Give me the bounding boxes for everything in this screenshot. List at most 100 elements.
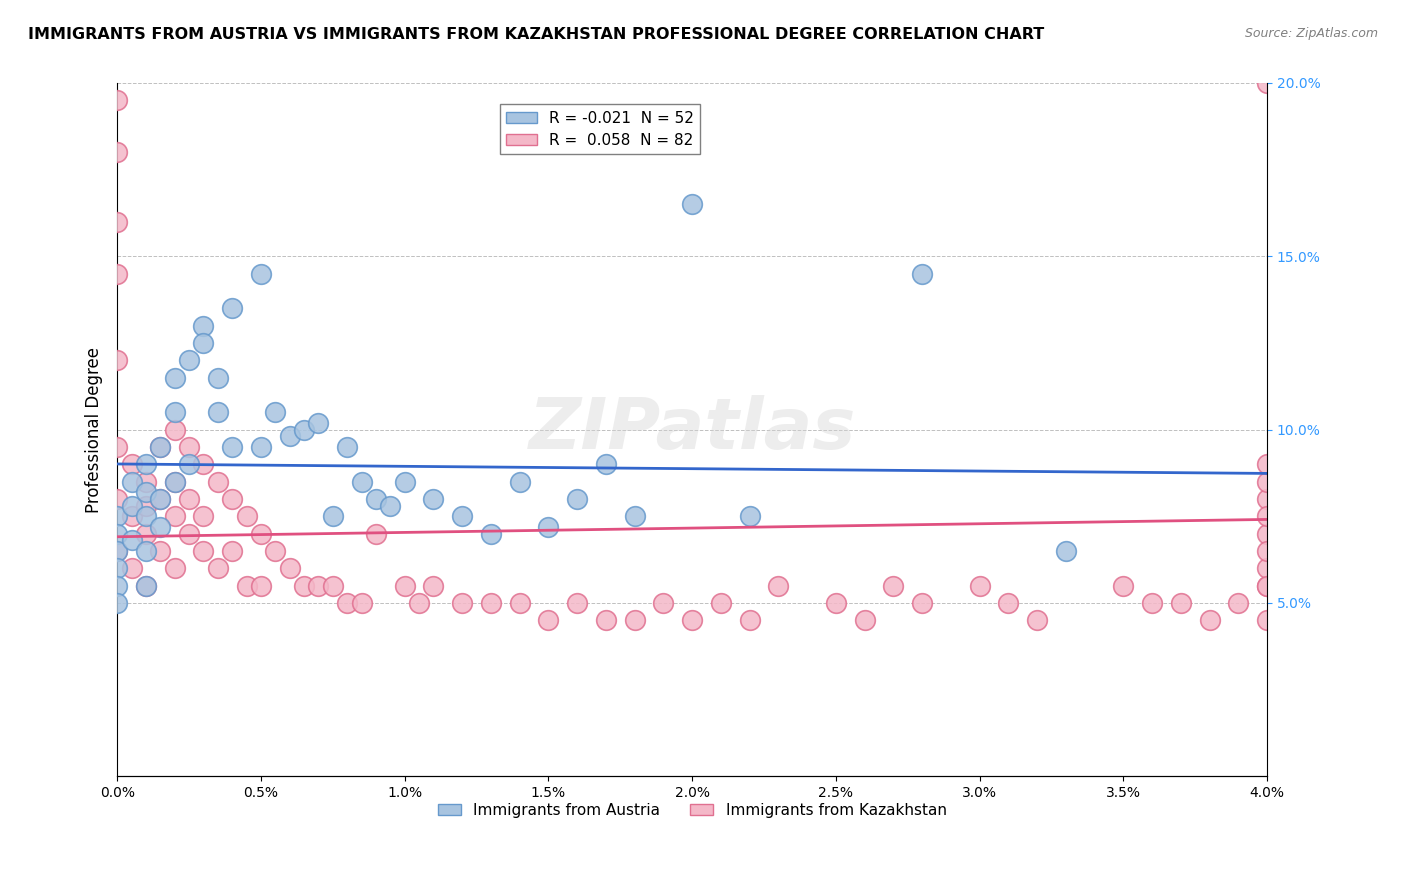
Point (193, 509, 215, 524)
Point (121, 509, 143, 524)
Point (193, 544, 215, 558)
Point (121, 533, 143, 548)
Point (364, 491, 387, 506)
Point (135, 526, 157, 541)
Point (336, 596, 359, 610)
Point (1256, 544, 1278, 558)
Point (193, 318, 215, 333)
Point (264, 544, 287, 558)
Point (105, 544, 128, 558)
Text: ZIPatlas: ZIPatlas (529, 395, 856, 464)
Point (149, 491, 172, 506)
Point (422, 578, 444, 592)
Point (105, 491, 128, 506)
Point (135, 475, 157, 489)
Point (1256, 578, 1278, 592)
Point (1256, 526, 1278, 541)
Point (537, 613, 560, 627)
Point (135, 499, 157, 513)
Point (135, 578, 157, 592)
Point (177, 491, 200, 506)
Point (121, 499, 143, 513)
Point (1198, 613, 1220, 627)
Point (1256, 491, 1278, 506)
Point (451, 596, 474, 610)
Point (1256, 457, 1278, 471)
Point (394, 578, 416, 592)
Point (135, 457, 157, 471)
Point (652, 596, 675, 610)
Point (105, 578, 128, 592)
Point (278, 561, 301, 575)
Point (322, 509, 344, 524)
Point (1256, 76, 1278, 90)
Point (163, 423, 186, 437)
Point (221, 301, 243, 316)
Point (322, 578, 344, 592)
Point (394, 475, 416, 489)
Point (163, 405, 186, 419)
Point (336, 440, 359, 454)
Point (911, 596, 934, 610)
Point (1227, 596, 1250, 610)
Point (565, 491, 588, 506)
Point (235, 509, 257, 524)
Point (135, 509, 157, 524)
Point (1256, 561, 1278, 575)
Point (969, 578, 991, 592)
Point (1054, 544, 1077, 558)
Y-axis label: Professional Degree: Professional Degree (86, 347, 103, 513)
Point (105, 267, 128, 281)
Point (177, 457, 200, 471)
Point (738, 613, 761, 627)
Point (207, 561, 229, 575)
Point (207, 475, 229, 489)
Point (595, 613, 617, 627)
Point (193, 335, 215, 350)
Legend: Immigrants from Austria, Immigrants from Kazakhstan: Immigrants from Austria, Immigrants from… (432, 797, 953, 824)
Point (221, 440, 243, 454)
Point (853, 613, 876, 627)
Point (1256, 475, 1278, 489)
Point (250, 526, 273, 541)
Point (193, 457, 215, 471)
Point (768, 578, 790, 592)
Point (681, 197, 703, 211)
Point (105, 145, 128, 160)
Point (422, 491, 444, 506)
Point (105, 526, 128, 541)
Point (135, 578, 157, 592)
Point (1140, 596, 1163, 610)
Point (350, 475, 373, 489)
Point (307, 416, 329, 430)
Point (292, 423, 315, 437)
Point (105, 440, 128, 454)
Point (163, 509, 186, 524)
Point (479, 596, 502, 610)
Point (250, 267, 273, 281)
Point (738, 509, 761, 524)
Point (623, 613, 645, 627)
Point (364, 526, 387, 541)
Point (177, 353, 200, 368)
Point (911, 267, 934, 281)
Point (121, 457, 143, 471)
Point (681, 613, 703, 627)
Point (479, 526, 502, 541)
Point (149, 491, 172, 506)
Text: IMMIGRANTS FROM AUSTRIA VS IMMIGRANTS FROM KAZAKHSTAN PROFESSIONAL DEGREE CORREL: IMMIGRANTS FROM AUSTRIA VS IMMIGRANTS FR… (28, 27, 1045, 42)
Point (163, 561, 186, 575)
Point (149, 544, 172, 558)
Point (1112, 578, 1135, 592)
Point (882, 578, 904, 592)
Point (163, 370, 186, 384)
Point (135, 544, 157, 558)
Point (250, 578, 273, 592)
Point (105, 596, 128, 610)
Point (105, 509, 128, 524)
Point (221, 491, 243, 506)
Point (121, 475, 143, 489)
Point (135, 485, 157, 500)
Point (509, 596, 531, 610)
Point (278, 429, 301, 443)
